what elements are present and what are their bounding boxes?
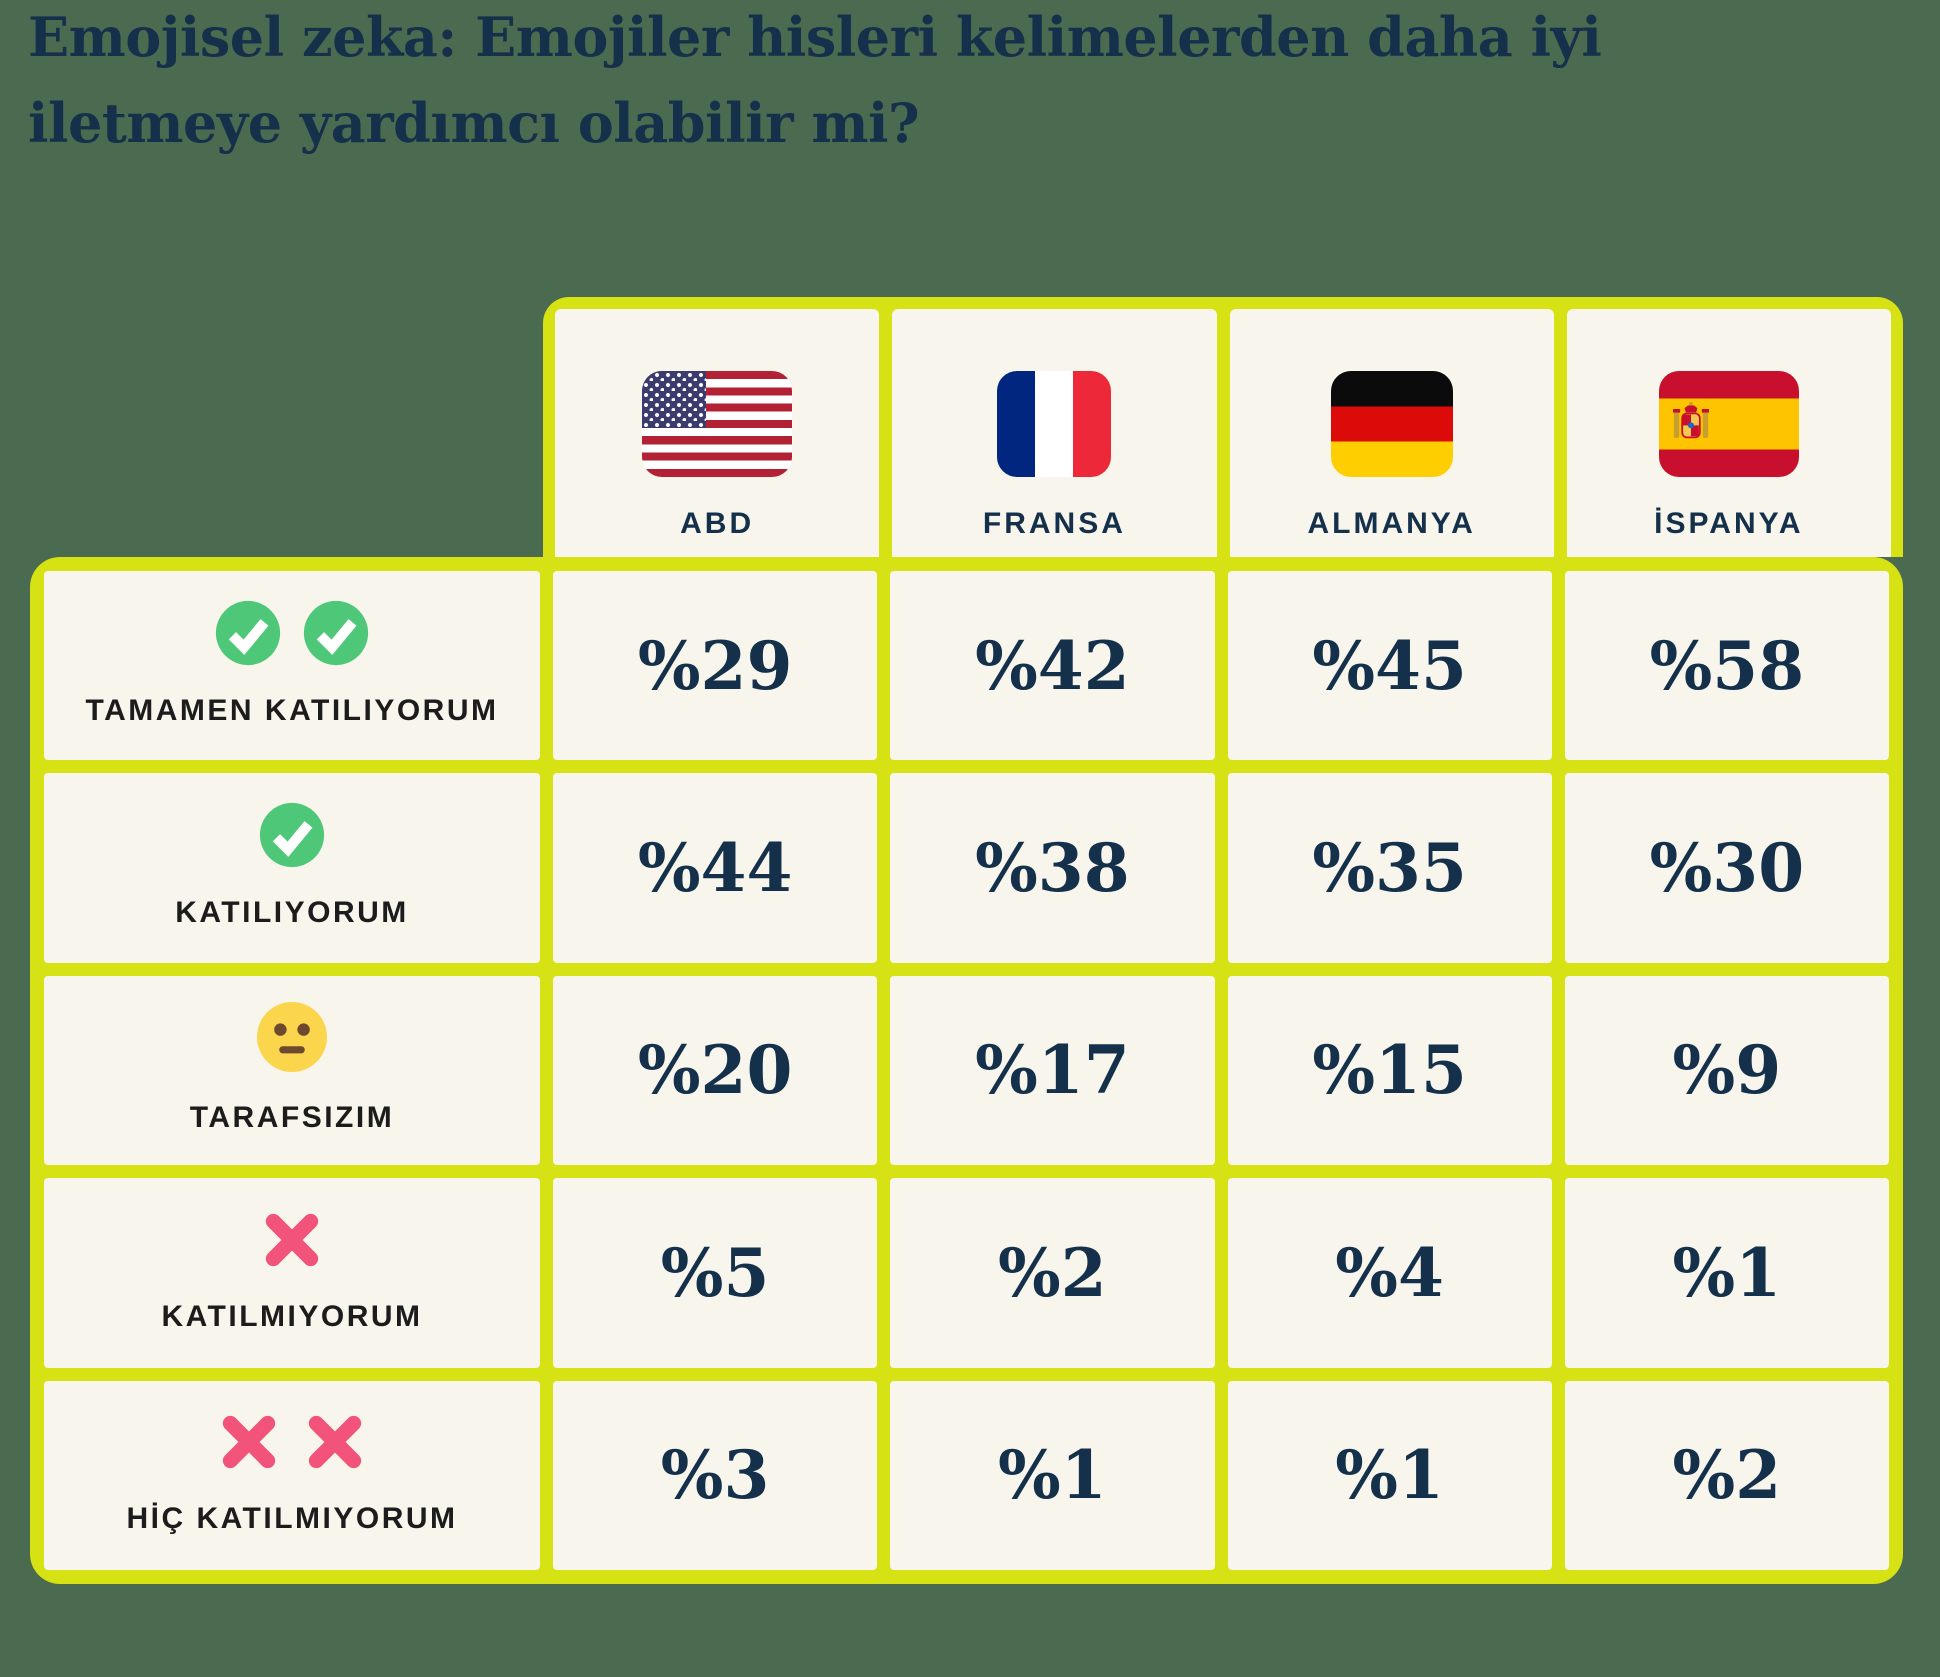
percentage-value: %58 <box>1649 626 1805 705</box>
row-header-tamamen-katiliyorum: TAMAMEN KATILIYORUM <box>44 571 540 761</box>
row-label: KATILIYORUM <box>175 896 409 930</box>
cross-mark-icon <box>260 1208 324 1272</box>
percentage-value: %5 <box>660 1233 770 1312</box>
column-label: FRANSA <box>982 507 1126 540</box>
percentage-value: %38 <box>975 829 1130 908</box>
row-header-hic-katilmiyorum: HİÇ KATILMIYORUM <box>44 1380 540 1570</box>
value-cell-abd-tarafsizim: %20 <box>553 975 878 1166</box>
column-header-almanya: ALMANYA <box>1229 309 1554 557</box>
row-label: KATILMIYORUM <box>161 1299 423 1333</box>
percentage-value: %20 <box>637 1031 793 1110</box>
usa-flag-canton <box>642 371 707 429</box>
percentage-value: %45 <box>1312 626 1467 705</box>
check-circle-icon <box>215 600 281 666</box>
percentage-value: %35 <box>1312 829 1467 908</box>
column-label: ALMANYA <box>1307 507 1476 540</box>
value-cell-almanya-tarafsizim: %15 <box>1227 975 1552 1166</box>
row-icons <box>259 802 325 868</box>
row-header-katilmiyorum: KATILMIYORUM <box>44 1178 540 1368</box>
row-label: TARAFSIZIM <box>189 1101 395 1135</box>
column-header-abd: ABD <box>555 309 880 557</box>
column-header-fransa: FRANSA <box>892 309 1217 557</box>
spain-flag-icon <box>1658 371 1799 477</box>
value-cell-fransa-tarafsizim: %17 <box>890 975 1215 1166</box>
percentage-value: %9 <box>1672 1031 1782 1110</box>
value-cell-ispanya-katilmiyorum: %1 <box>1564 1178 1889 1368</box>
value-cell-almanya-katiliyorum: %35 <box>1227 773 1552 963</box>
row-icons <box>260 1208 324 1272</box>
page-title: Emojisel zeka: Emojiler hisleri kelimele… <box>28 5 1602 155</box>
country-header-row: ABD FRANSA ALMANYA İSPANYA <box>543 297 1903 557</box>
row-icons <box>256 1001 328 1073</box>
row-icons <box>217 1410 367 1474</box>
percentage-value: %1 <box>1335 1436 1444 1515</box>
value-cell-almanya-katilmiyorum: %4 <box>1227 1178 1552 1368</box>
check-circle-icon <box>303 600 369 666</box>
percentage-value: %44 <box>637 829 793 908</box>
value-cell-ispanya-tarafsizim: %9 <box>1564 975 1889 1166</box>
percentage-value: %3 <box>660 1436 770 1515</box>
percentage-value: %1 <box>998 1436 1107 1515</box>
france-flag-icon <box>997 371 1112 477</box>
value-cell-ispanya-tamamen-katiliyorum: %58 <box>1564 571 1889 761</box>
percentage-value: %15 <box>1312 1031 1467 1110</box>
usa-flag-icon <box>642 371 793 477</box>
value-cell-abd-hic-katilmiyorum: %3 <box>553 1380 878 1570</box>
survey-table: TAMAMEN KATILIYORUM %29 %42 %45 %58 KATILIYO… <box>30 557 1903 1584</box>
column-label: İSPANYA <box>1654 507 1804 540</box>
value-cell-fransa-katilmiyorum: %2 <box>890 1178 1215 1368</box>
row-label: HİÇ KATILMIYORUM <box>126 1502 458 1536</box>
percentage-value: %2 <box>998 1233 1107 1312</box>
value-cell-abd-katiliyorum: %44 <box>553 773 878 963</box>
value-cell-almanya-tamamen-katiliyorum: %45 <box>1227 571 1552 761</box>
value-cell-fransa-hic-katilmiyorum: %1 <box>890 1380 1215 1570</box>
value-cell-fransa-tamamen-katiliyorum: %42 <box>890 571 1215 761</box>
value-cell-abd-tamamen-katiliyorum: %29 <box>553 571 878 761</box>
cross-mark-icon <box>217 1410 281 1474</box>
germany-flag-icon <box>1330 371 1453 477</box>
row-label: TAMAMEN KATILIYORUM <box>85 693 499 727</box>
percentage-value: %17 <box>975 1031 1130 1110</box>
value-cell-ispanya-hic-katilmiyorum: %2 <box>1564 1380 1889 1570</box>
row-header-tarafsizim: TARAFSIZIM <box>44 975 540 1166</box>
percentage-value: %30 <box>1649 829 1805 908</box>
row-header-katiliyorum: KATILIYORUM <box>44 773 540 963</box>
percentage-value: %1 <box>1672 1233 1782 1312</box>
cross-mark-icon <box>303 1410 367 1474</box>
neutral-face-icon <box>256 1001 328 1073</box>
check-circle-icon <box>259 802 325 868</box>
percentage-value: %2 <box>1672 1436 1782 1515</box>
row-icons <box>215 600 369 666</box>
column-label: ABD <box>680 507 755 540</box>
value-cell-ispanya-katiliyorum: %30 <box>1564 773 1889 963</box>
percentage-value: %42 <box>975 626 1130 705</box>
spain-coat-of-arms <box>1672 402 1709 439</box>
column-header-ispanya: İSPANYA <box>1566 309 1891 557</box>
value-cell-abd-katilmiyorum: %5 <box>553 1178 878 1368</box>
percentage-value: %29 <box>637 626 793 705</box>
percentage-value: %4 <box>1335 1233 1444 1312</box>
value-cell-fransa-katiliyorum: %38 <box>890 773 1215 963</box>
value-cell-almanya-hic-katilmiyorum: %1 <box>1227 1380 1552 1570</box>
